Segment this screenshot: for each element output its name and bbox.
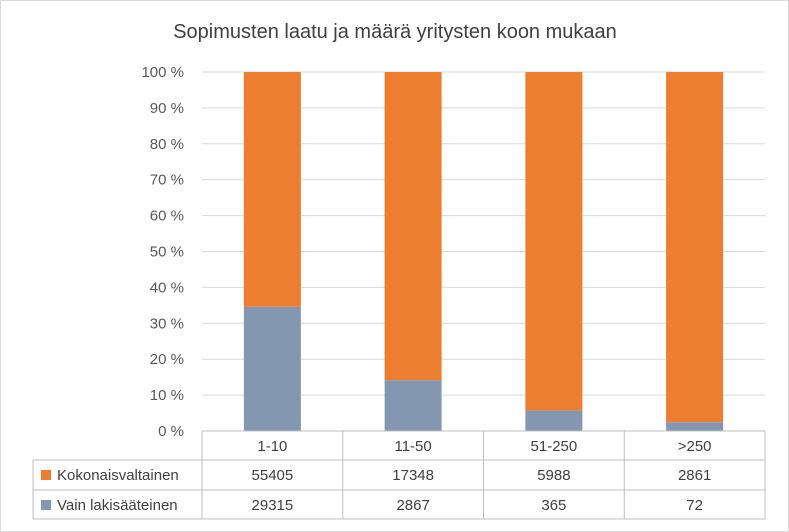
y-tick-label: 50 % xyxy=(150,244,184,261)
y-tick-label: 70 % xyxy=(150,172,184,189)
y-tick-label: 20 % xyxy=(150,351,184,368)
legend-swatch xyxy=(41,500,51,510)
data-label: 72 xyxy=(686,497,703,514)
x-category-label: 1-10 xyxy=(257,438,287,455)
x-category-label: 51-250 xyxy=(531,438,578,455)
x-category-label: 11-50 xyxy=(394,438,431,455)
data-label: 5988 xyxy=(537,467,570,484)
bar-segment xyxy=(525,410,583,431)
bars xyxy=(243,72,724,431)
bar-segment xyxy=(243,72,301,307)
y-tick-label: 90 % xyxy=(150,100,184,117)
bar-segment xyxy=(525,72,583,411)
data-label: 17348 xyxy=(392,467,434,484)
legend-swatch xyxy=(41,470,51,480)
x-category-label: >250 xyxy=(678,438,712,455)
bar-segment xyxy=(384,380,442,431)
bar-segment xyxy=(666,422,724,431)
data-label: 2867 xyxy=(396,497,429,514)
bar-segment xyxy=(666,72,724,423)
y-tick-label: 60 % xyxy=(150,208,184,225)
data-label: 29315 xyxy=(252,497,294,514)
y-tick-label: 80 % xyxy=(150,136,184,153)
legend-label: Vain lakisääteinen xyxy=(57,497,178,514)
data-label: 365 xyxy=(541,497,566,514)
chart-title: Sopimusten laatu ja määrä yritysten koon… xyxy=(173,21,617,43)
data-label: 55405 xyxy=(252,467,294,484)
y-tick-label: 10 % xyxy=(150,387,184,404)
y-tick-label: 100 % xyxy=(141,64,184,81)
bar-segment xyxy=(384,72,442,381)
y-tick-label: 40 % xyxy=(150,279,184,296)
y-tick-label: 30 % xyxy=(150,315,184,332)
data-label: 2861 xyxy=(678,467,711,484)
bar-segment xyxy=(243,306,301,431)
data-table: 1-10 11-50 51-250 >250 Kokonaisvaltainen 5540… xyxy=(32,430,766,520)
y-tick-label: 0 % xyxy=(158,423,184,440)
legend-label: Kokonaisvaltainen xyxy=(57,467,179,484)
y-axis: 0 % 10 % 20 % 30 % 40 % 50 % 60 % 70 % 80 % 90 % 1… xyxy=(141,64,184,440)
